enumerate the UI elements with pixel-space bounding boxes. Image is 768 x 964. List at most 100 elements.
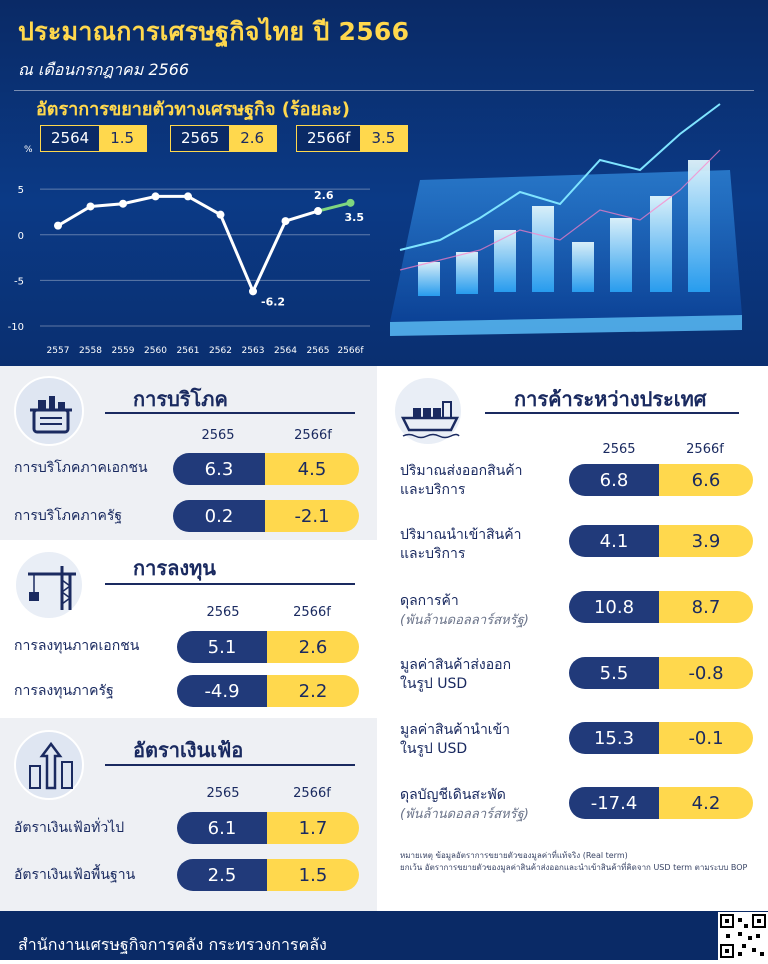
data-label: 3.5 [345, 211, 365, 224]
trade-title: การค้าระหว่างประเทศ [514, 387, 707, 411]
value-pill: 6.8 6.6 [569, 464, 753, 496]
growth-box-2566f: 2566f 3.5 [296, 125, 409, 152]
data-label: -6.2 [261, 295, 285, 308]
col-header-2566f: 2566f [294, 428, 332, 443]
row-label-import-volume: ปริมาณนำเข้าสินค้า และบริการ [400, 526, 521, 564]
cargo-ship-icon [393, 376, 463, 446]
row-label-core-inflation: อัตราเงินเฟ้อพื้นฐาน [14, 867, 136, 883]
value-2566f: 2.6 [267, 631, 359, 663]
row-label-line2: ในรูป USD [400, 741, 468, 757]
value-2566f: 8.7 [659, 591, 753, 623]
row-label-import-value-usd: มูลค่าสินค้านำเข้า ในรูป USD [400, 721, 510, 759]
value-2565: 5.5 [569, 657, 659, 689]
data-point [119, 199, 127, 208]
col-header-2566f: 2566f [293, 605, 331, 620]
x-tick-label: 2559 [112, 346, 135, 356]
row-label-unit: (พันล้านดอลลาร์สหรัฐ) [400, 807, 529, 822]
consumption-rule [105, 412, 355, 414]
inflation-rule [105, 764, 355, 766]
value-2566f: 2.2 [267, 675, 359, 707]
value-2565: 6.8 [569, 464, 659, 496]
data-point [151, 192, 160, 201]
x-tick-label: 2566f [337, 346, 364, 356]
value-2565: 2.5 [177, 859, 267, 891]
value-2566f: -2.1 [265, 500, 359, 532]
rising-arrow-icon [14, 730, 84, 800]
value-pill: -17.4 4.2 [569, 787, 753, 819]
growth-heading: อัตราการขยายตัวทางเศรษฐกิจ (ร้อยละ) [36, 99, 350, 120]
col-header-2566f: 2566f [293, 786, 331, 801]
value-2566f: -0.1 [659, 722, 753, 754]
value-2566f: -0.8 [659, 657, 753, 689]
data-point [346, 198, 355, 207]
row-label-line1: ปริมาณส่งออกสินค้า [400, 463, 523, 479]
row-label-export-value-usd: มูลค่าสินค้าส่งออก ในรูป USD [400, 656, 511, 694]
data-point [54, 221, 62, 230]
consumption-section: การบริโภค 2565 2566f การบริโภคภาคเอกชน 6… [0, 366, 377, 540]
y-axis-unit: % [24, 145, 33, 155]
page-title: ประมาณการเศรษฐกิจไทย ปี 2566 [18, 17, 410, 46]
growth-box-value: 2.6 [230, 126, 277, 151]
col-header-2566f: 2566f [686, 442, 724, 457]
growth-box-value: 1.5 [100, 126, 147, 151]
qr-code[interactable] [718, 912, 768, 960]
y-tick-label: 5 [18, 185, 24, 196]
value-2565: 15.3 [569, 722, 659, 754]
footer-bar: สำนักงานเศรษฐกิจการคลัง กระทรวงการคลัง [0, 911, 768, 960]
x-tick-label: 2562 [209, 346, 232, 356]
consumption-title: การบริโภค [133, 387, 228, 411]
value-2565: 6.3 [173, 453, 265, 485]
series-line-actual [57, 194, 319, 293]
x-tick-label: 2561 [177, 346, 200, 356]
growth-box-value: 3.5 [361, 126, 408, 151]
col-header-2565: 2565 [206, 786, 240, 801]
row-label-line1: ปริมาณนำเข้าสินค้า [400, 527, 522, 543]
row-label-headline-inflation: อัตราเงินเฟ้อทั่วไป [14, 820, 125, 836]
x-tick-label: 2563 [242, 346, 265, 356]
row-label-line2: และบริการ [400, 546, 466, 562]
data-label: 2.6 [314, 189, 334, 202]
footnote-2: ยกเว้น อัตราการขยายตัวของมูลค่าสินค้าส่ง… [400, 863, 748, 872]
row-label-private-consumption: การบริโภคภาคเอกชน [14, 460, 148, 476]
row-label-line1: มูลค่าสินค้านำเข้า [400, 722, 511, 738]
value-pill: 4.1 3.9 [569, 525, 753, 557]
col-header-2565: 2565 [201, 428, 235, 443]
data-point [281, 217, 290, 226]
growth-box-year: 2564 [41, 126, 101, 151]
growth-box-2564: 2564 1.5 [40, 125, 148, 152]
gdp-growth-chart: % 5 0 -5 -10 2557 2558 2559 2560 2561 2562 2563 2564… [8, 145, 370, 356]
value-2565: 6.1 [177, 812, 267, 844]
x-tick-label: 2560 [144, 346, 167, 356]
value-2566f: 4.5 [265, 453, 359, 485]
value-2565: 10.8 [569, 591, 659, 623]
value-2566f: 1.7 [267, 812, 359, 844]
value-2566f: 3.9 [659, 525, 753, 557]
row-label-government-consumption: การบริโภคภาครัฐ [14, 508, 123, 524]
value-2566f: 1.5 [267, 859, 359, 891]
value-pill: 15.3 -0.1 [569, 722, 753, 754]
y-tick-label: 0 [18, 231, 24, 242]
inflation-title: อัตราเงินเฟ้อ [133, 738, 244, 762]
row-label-unit: (พันล้านดอลลาร์สหรัฐ) [400, 613, 529, 628]
data-point [249, 287, 257, 296]
data-point [86, 202, 95, 211]
col-header-2565: 2565 [602, 442, 636, 457]
data-point [314, 207, 322, 216]
value-pill: 6.3 4.5 [173, 453, 359, 485]
growth-box-year: 2566f [297, 126, 362, 151]
header-divider [14, 90, 754, 91]
value-pill: 0.2 -2.1 [173, 500, 359, 532]
row-label-line1: ดุลการค้า [400, 593, 459, 609]
footnotes: หมายเหตุ ข้อมูลอัตราการขยายตัวของมูลค่าท… [400, 850, 760, 874]
x-tick-label: 2558 [79, 346, 102, 356]
footer-agency-name: สำนักงานเศรษฐกิจการคลัง กระทรวงการคลัง [18, 935, 327, 954]
x-tick-label: 2564 [274, 346, 297, 356]
trade-section: การค้าระหว่างประเทศ 2565 2566f ปริมาณส่ง… [377, 366, 768, 911]
growth-box-2565: 2565 2.6 [170, 125, 278, 152]
value-2565: -17.4 [569, 787, 659, 819]
value-2565: 4.1 [569, 525, 659, 557]
row-label-line1: ดุลบัญชีเดินสะพัด [400, 787, 506, 803]
inflation-section: อัตราเงินเฟ้อ 2565 2566f อัตราเงินเฟ้อทั… [0, 718, 377, 911]
decorative-bar-illustration [390, 103, 742, 336]
value-pill: 2.5 1.5 [177, 859, 359, 891]
